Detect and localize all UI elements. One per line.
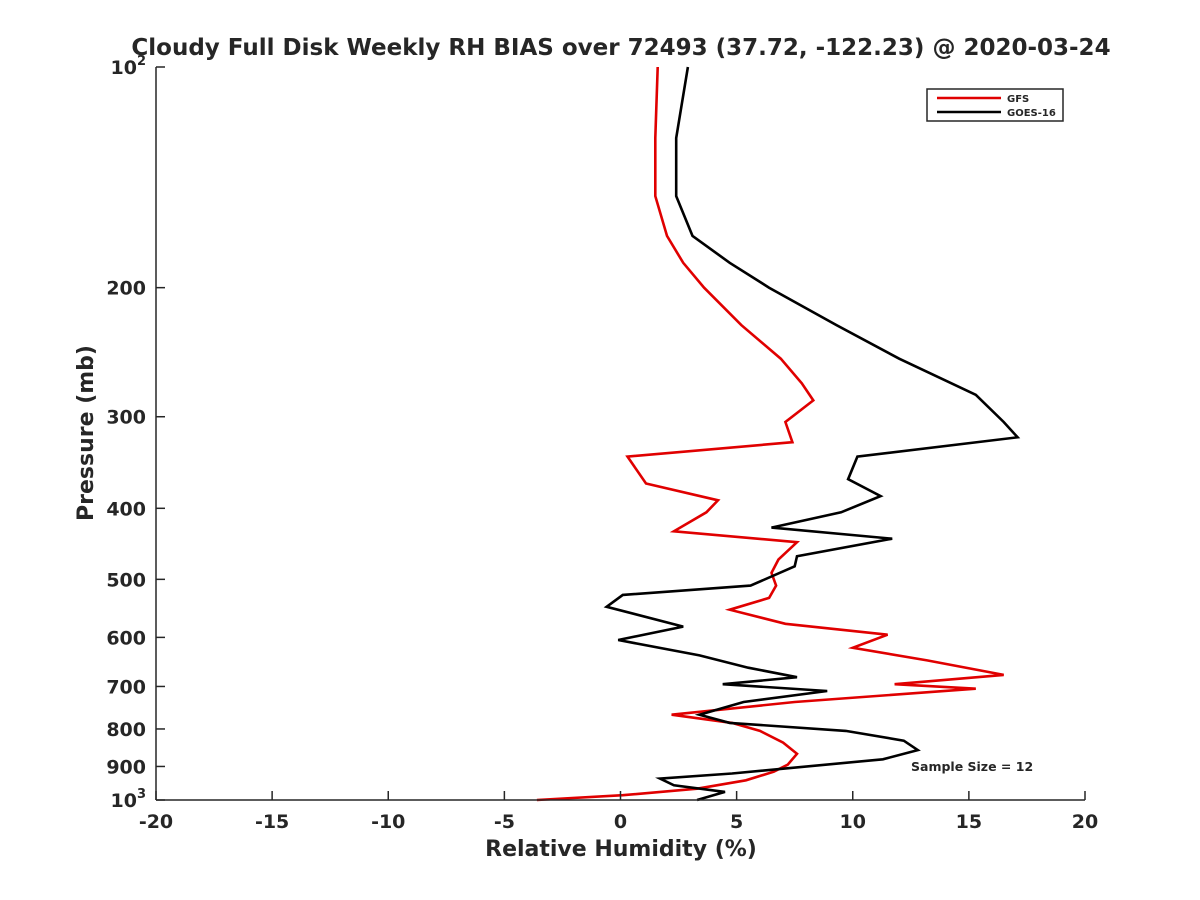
y-axis-label: Pressure (mb): [74, 345, 99, 521]
y-ticks: 102 200 300 400 500 600 700 800 900 103: [106, 54, 165, 812]
x-axis-label: Relative Humidity (%): [485, 837, 757, 862]
x-tick-label: -5: [494, 811, 515, 833]
x-tick-label: 0: [614, 811, 627, 833]
plot-background: [156, 67, 1085, 800]
y-tick-label: 103: [111, 787, 147, 812]
y-tick-label: 300: [106, 407, 146, 429]
x-tick-label: 15: [956, 811, 982, 833]
y-tick-label: 700: [106, 676, 146, 698]
y-tick-label: 600: [106, 627, 146, 649]
sample-size-annotation: Sample Size = 12: [911, 759, 1033, 774]
legend-label-gfs: GFS: [1007, 94, 1029, 105]
y-tick-label: 900: [106, 756, 146, 778]
legend-items: GFS GOES-16: [937, 94, 1056, 119]
y-tick-label: 500: [106, 569, 146, 591]
legend: GFS GOES-16: [926, 88, 1064, 122]
legend-label-goes-16: GOES-16: [1007, 108, 1056, 119]
x-tick-label: 5: [730, 811, 743, 833]
x-ticks: -20 -15 -10 -5 0 5 10 15 20: [139, 791, 1098, 833]
chart-title: Cloudy Full Disk Weekly RH BIAS over 724…: [131, 35, 1110, 61]
x-tick-label: -15: [255, 811, 289, 833]
x-tick-label: -10: [371, 811, 405, 833]
legend-box: [926, 88, 1064, 122]
y-tick-label: 200: [106, 278, 146, 300]
y-tick-label: 400: [106, 498, 146, 520]
y-tick-label: 102: [111, 54, 147, 79]
x-tick-label: -20: [139, 811, 173, 833]
series-line-gfs: [536, 66, 1004, 802]
series-layer: [536, 66, 1021, 802]
y-tick-label: 800: [106, 719, 146, 741]
plot-area: -20 -15 -10 -5 0 5 10 15 20 102 200 300 400 500 600 70…: [106, 54, 1098, 833]
x-tick-label: 20: [1072, 811, 1098, 833]
x-tick-label: 10: [840, 811, 866, 833]
series-line-goes-16: [603, 66, 1021, 802]
